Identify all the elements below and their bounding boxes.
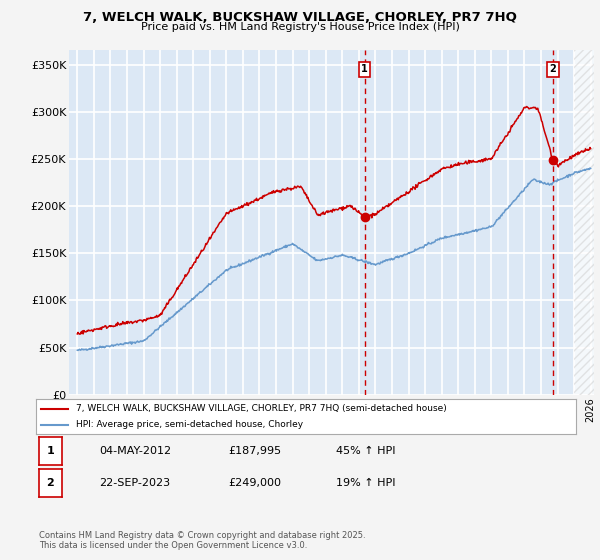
Text: 19% ↑ HPI: 19% ↑ HPI bbox=[336, 478, 395, 488]
Text: Price paid vs. HM Land Registry's House Price Index (HPI): Price paid vs. HM Land Registry's House … bbox=[140, 22, 460, 32]
Bar bbox=[574, 50, 594, 395]
Text: £249,000: £249,000 bbox=[228, 478, 281, 488]
Text: 45% ↑ HPI: 45% ↑ HPI bbox=[336, 446, 395, 456]
Text: 7, WELCH WALK, BUCKSHAW VILLAGE, CHORLEY, PR7 7HQ (semi-detached house): 7, WELCH WALK, BUCKSHAW VILLAGE, CHORLEY… bbox=[77, 404, 447, 413]
Text: 7, WELCH WALK, BUCKSHAW VILLAGE, CHORLEY, PR7 7HQ: 7, WELCH WALK, BUCKSHAW VILLAGE, CHORLEY… bbox=[83, 11, 517, 24]
Text: HPI: Average price, semi-detached house, Chorley: HPI: Average price, semi-detached house,… bbox=[77, 420, 304, 429]
Text: 04-MAY-2012: 04-MAY-2012 bbox=[99, 446, 171, 456]
Text: 1: 1 bbox=[361, 64, 368, 74]
Text: 1: 1 bbox=[47, 446, 54, 456]
Text: Contains HM Land Registry data © Crown copyright and database right 2025.
This d: Contains HM Land Registry data © Crown c… bbox=[39, 531, 365, 550]
Text: 22-SEP-2023: 22-SEP-2023 bbox=[99, 478, 170, 488]
Text: 2: 2 bbox=[550, 64, 556, 74]
Bar bbox=[574, 50, 594, 395]
Text: 2: 2 bbox=[47, 478, 54, 488]
Text: £187,995: £187,995 bbox=[228, 446, 281, 456]
